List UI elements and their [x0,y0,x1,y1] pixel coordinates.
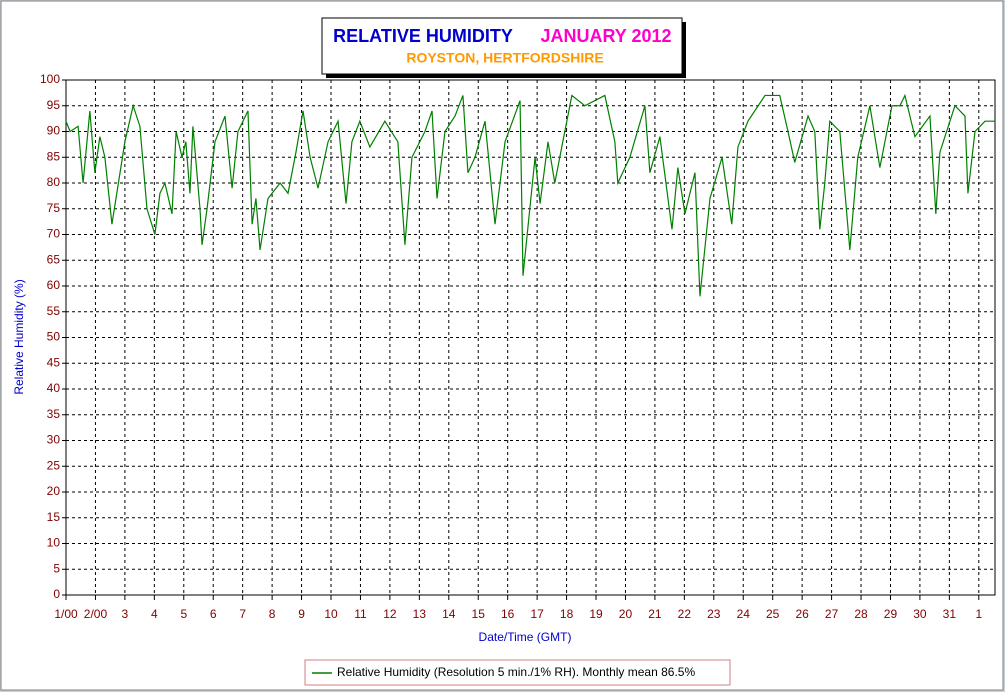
x-tick-label: 1 [975,607,982,621]
y-tick-label: 25 [47,458,61,472]
y-tick-label: 5 [53,561,60,575]
legend-label: Relative Humidity (Resolution 5 min./1% … [337,665,695,679]
chart-subtitle: ROYSTON, HERTFORDSHIRE [406,50,603,66]
y-tick-label: 35 [47,407,61,421]
x-tick-label: 16 [501,607,515,621]
chart-title: RELATIVE HUMIDITY [333,26,513,46]
x-tick-label: 25 [766,607,780,621]
y-tick-label: 85 [47,149,61,163]
x-tick-label: 18 [560,607,574,621]
y-tick-label: 80 [47,175,61,189]
x-tick-label: 3 [122,607,129,621]
y-tick-label: 0 [53,587,60,601]
x-tick-label: 13 [413,607,427,621]
y-tick-label: 100 [40,72,60,86]
x-tick-label: 19 [589,607,603,621]
x-tick-label: 7 [239,607,246,621]
x-tick-label: 5 [180,607,187,621]
x-axis-label: Date/Time (GMT) [479,630,572,644]
x-tick-label: 14 [442,607,456,621]
y-tick-label: 95 [47,98,61,112]
x-tick-label: 26 [795,607,809,621]
x-tick-label: 10 [324,607,338,621]
x-tick-label: 9 [298,607,305,621]
y-tick-label: 40 [47,381,61,395]
title-box [321,17,683,75]
y-tick-label: 20 [47,484,61,498]
x-tick-label: 15 [472,607,486,621]
x-tick-label: 12 [383,607,397,621]
x-tick-label: 22 [678,607,692,621]
plot-frame [65,79,996,596]
x-tick-label: 23 [707,607,721,621]
x-tick-label: 31 [943,607,957,621]
y-tick-label: 10 [47,536,61,550]
y-tick-label: 65 [47,252,61,266]
y-tick-label: 50 [47,330,61,344]
x-tick-label: 6 [210,607,217,621]
y-axis-label: Relative Humidity (%) [12,279,26,394]
x-tick-label: 11 [354,607,367,621]
y-tick-label: 15 [47,510,61,524]
chart-period: JANUARY 2012 [540,26,671,46]
y-tick-label: 30 [47,433,61,447]
y-tick-label: 90 [47,124,61,138]
x-tick-label: 27 [825,607,839,621]
legend-box [304,659,731,686]
x-tick-label: 28 [854,607,868,621]
x-tick-label: 17 [530,607,544,621]
x-tick-label: 20 [619,607,633,621]
data-line [65,93,995,297]
x-tick-label: 30 [913,607,927,621]
x-tick-label: 21 [648,607,662,621]
x-tick-label: 1/00 [54,607,78,621]
x-tick-label: 8 [269,607,276,621]
x-tick-label: 24 [737,607,751,621]
y-tick-label: 70 [47,227,61,241]
x-tick-label: 2/00 [84,607,108,621]
x-tick-label: 29 [884,607,898,621]
y-tick-label: 60 [47,278,61,292]
y-tick-label: 45 [47,355,61,369]
x-tick-label: 4 [151,607,158,621]
y-tick-label: 75 [47,201,61,215]
y-tick-label: 55 [47,304,61,318]
